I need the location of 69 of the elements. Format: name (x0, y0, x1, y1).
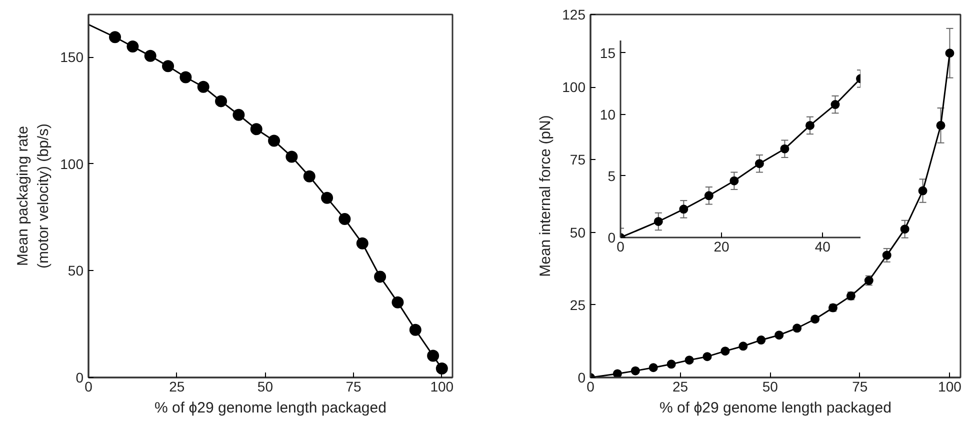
point (754, 159, 764, 168)
y-tick-label: 15 (600, 44, 616, 61)
point (792, 324, 802, 333)
point (830, 100, 840, 110)
x-tick-label: 20 (714, 238, 730, 254)
point (409, 324, 422, 336)
point (730, 176, 739, 186)
point (679, 204, 688, 214)
y-tick-label: 50 (570, 224, 586, 240)
x-tick-label: 100 (430, 378, 454, 394)
y-tick-label: 125 (562, 6, 586, 22)
x-tick-label: 100 (938, 378, 962, 394)
point (780, 144, 790, 154)
x-tick-label: 75 (346, 378, 362, 394)
y-axis-title: Mean internal force (pN) (537, 115, 554, 277)
point (936, 120, 946, 130)
point (666, 360, 676, 369)
point (232, 108, 245, 121)
point (805, 120, 814, 130)
point (945, 48, 954, 58)
point (144, 50, 156, 62)
y-tick-label: 100 (562, 79, 586, 96)
point (654, 217, 663, 226)
y-tick-label: 5 (608, 168, 616, 184)
x-tick-label: 75 (852, 378, 868, 394)
point (338, 213, 351, 226)
point (197, 80, 210, 93)
point (303, 170, 316, 182)
point (162, 60, 174, 72)
point (321, 192, 334, 204)
y-tick-label: 25 (570, 296, 586, 313)
point (738, 342, 748, 351)
point (648, 363, 658, 372)
point (918, 186, 928, 196)
point (427, 350, 440, 362)
point (268, 134, 280, 147)
point (702, 352, 712, 362)
point (356, 237, 368, 250)
point (774, 330, 784, 340)
y-axis-title: Mean packaging rate (motor velocity) (bp/s) (14, 123, 52, 269)
point (630, 366, 640, 376)
point (215, 95, 228, 108)
point (882, 250, 892, 260)
point (436, 362, 448, 375)
point (704, 191, 714, 200)
point (180, 71, 192, 84)
y-tick-label: 100 (60, 156, 84, 172)
point (612, 369, 622, 378)
x-tick-label: 50 (257, 378, 274, 394)
x-axis-title: % of ϕ29 genome length packaged (660, 400, 892, 416)
point (684, 356, 694, 365)
y-tick-label: 10 (600, 106, 616, 122)
x-tick-label: 25 (672, 378, 688, 394)
y-tick-label: 150 (60, 49, 84, 66)
point (392, 296, 404, 308)
point (286, 150, 298, 163)
point (374, 270, 386, 283)
x-tick-label: 50 (762, 378, 778, 394)
y-tick-label: 50 (68, 262, 84, 279)
point (756, 336, 766, 345)
point (720, 346, 730, 356)
point (250, 123, 262, 136)
x-tick-label: 25 (169, 378, 185, 394)
x-axis-title: % of ϕ29 genome length packaged (154, 400, 386, 416)
y-tick-label: 75 (570, 152, 586, 168)
x-tick-label: 40 (814, 238, 831, 254)
point (126, 40, 139, 53)
point (109, 31, 122, 44)
point (900, 224, 910, 234)
